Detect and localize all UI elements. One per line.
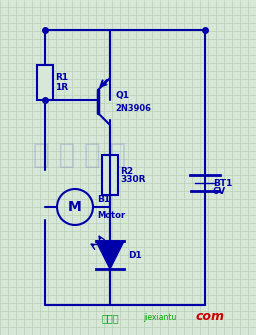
Text: BT1: BT1 <box>213 179 232 188</box>
FancyBboxPatch shape <box>37 65 53 100</box>
Text: Motor: Motor <box>97 210 125 219</box>
Text: D1: D1 <box>128 251 142 260</box>
Text: 2N3906: 2N3906 <box>115 104 151 113</box>
Text: R1: R1 <box>55 73 68 82</box>
Text: Q1: Q1 <box>115 90 129 99</box>
Polygon shape <box>96 241 124 269</box>
FancyBboxPatch shape <box>102 155 118 195</box>
Text: com: com <box>196 310 225 323</box>
Text: R2: R2 <box>120 166 133 176</box>
Text: 接线图: 接线图 <box>101 313 119 323</box>
Text: 330R: 330R <box>120 175 145 184</box>
Text: 6V: 6V <box>213 187 226 196</box>
Text: B1: B1 <box>97 195 110 203</box>
Text: jiexiantu: jiexiantu <box>143 314 177 323</box>
Text: M: M <box>68 200 82 214</box>
Text: 电 子 懒 人: 电 子 懒 人 <box>34 141 126 169</box>
Text: 1R: 1R <box>55 83 68 92</box>
